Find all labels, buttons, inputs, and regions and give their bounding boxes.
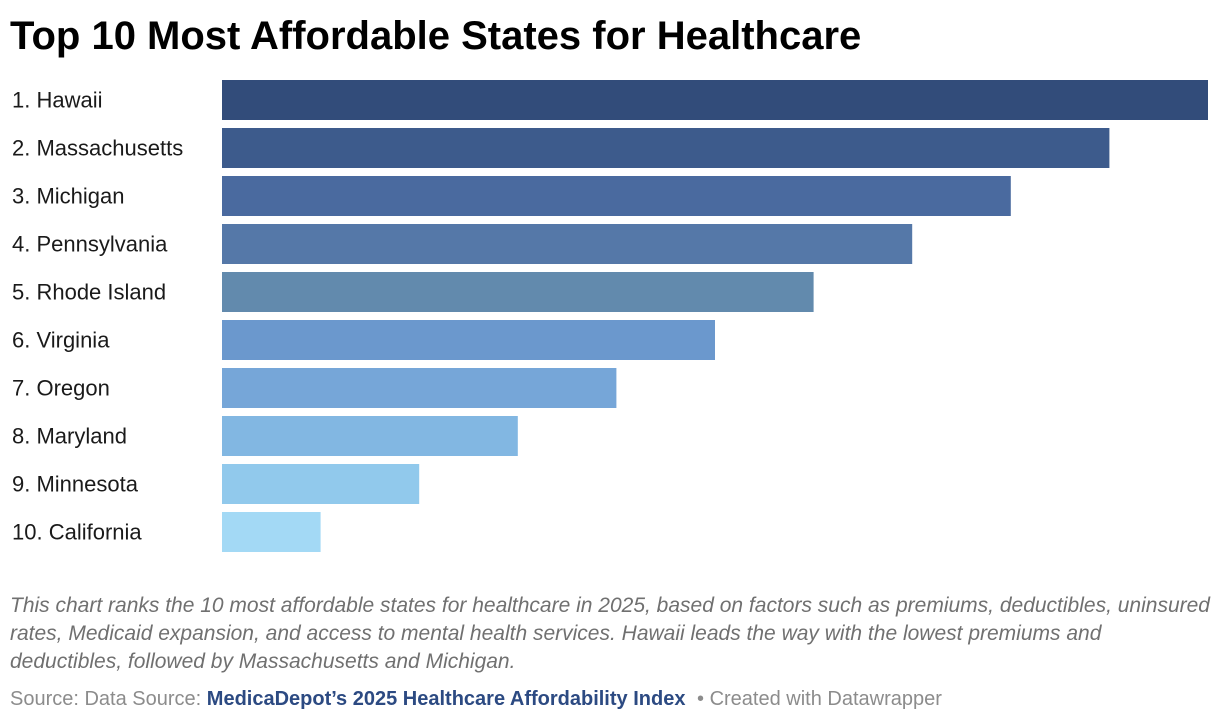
bar-label: 2. Massachusetts xyxy=(12,136,183,161)
bar-label: 5. Rhode Island xyxy=(12,280,166,305)
bar xyxy=(222,320,715,360)
bar xyxy=(222,80,1208,120)
bar-label: 10. California xyxy=(12,520,142,545)
bar xyxy=(222,368,617,408)
bar-chart: 1. Hawaii 2. Massachusetts 3. Michigan 4. P… xyxy=(12,80,1208,552)
bar xyxy=(222,512,321,552)
chart-notes: This chart ranks the 10 most affordable … xyxy=(10,594,1210,673)
bar-label: 1. Hawaii xyxy=(12,88,102,113)
chart-footer: Source: Data Source: MedicaDepot’s 2025 … xyxy=(10,686,942,712)
bar xyxy=(222,128,1110,168)
bar xyxy=(222,416,518,456)
source-link[interactable]: MedicaDepot’s 2025 Healthcare Affordabil… xyxy=(206,688,686,710)
bar-label: 7. Oregon xyxy=(12,376,110,401)
bar xyxy=(222,464,420,504)
bar xyxy=(222,224,913,264)
bar-label: 4. Pennsylvania xyxy=(12,232,168,257)
bar xyxy=(222,176,1011,216)
chart-title: Top 10 Most Affordable States for Health… xyxy=(10,14,862,58)
bar-label: 8. Maryland xyxy=(12,424,127,449)
bar-label: 9. Minnesota xyxy=(12,472,139,497)
bar-label: 3. Michigan xyxy=(12,184,125,209)
datawrapper-credit: • Created with Datawrapper xyxy=(697,688,942,710)
bar xyxy=(222,272,814,312)
source-label: Source: Data Source: xyxy=(10,688,202,710)
bar-label: 6. Virginia xyxy=(12,328,110,353)
